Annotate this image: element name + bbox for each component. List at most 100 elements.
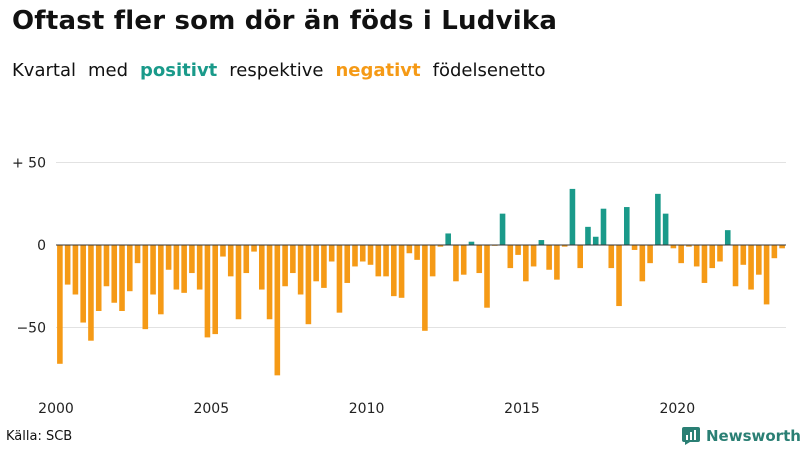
x-tick-label: 2010 xyxy=(349,401,385,417)
bar xyxy=(305,245,312,325)
bar xyxy=(779,245,785,249)
bar xyxy=(158,245,164,315)
bar xyxy=(243,245,250,274)
bar xyxy=(592,236,599,245)
bar xyxy=(724,230,731,245)
bar xyxy=(484,245,490,308)
bar xyxy=(383,245,389,277)
subtitle-word: med xyxy=(87,60,129,81)
bar xyxy=(119,245,125,311)
bar xyxy=(406,245,413,254)
bar xyxy=(468,241,475,245)
bar xyxy=(569,188,576,245)
subtitle-negative: negativt xyxy=(335,60,421,81)
bar xyxy=(476,245,483,274)
bar xyxy=(391,245,397,297)
bar xyxy=(429,245,436,277)
bar xyxy=(756,245,762,275)
bar xyxy=(251,245,257,252)
bar xyxy=(375,245,382,277)
bar xyxy=(274,245,281,376)
bar xyxy=(585,226,591,245)
bar xyxy=(165,245,172,270)
bar xyxy=(80,245,86,323)
subtitle-word: respektive xyxy=(229,60,324,81)
bar xyxy=(266,245,273,320)
bar xyxy=(111,245,118,303)
bar xyxy=(662,213,669,245)
bar xyxy=(290,245,296,274)
bar xyxy=(740,245,747,265)
bar xyxy=(72,245,79,295)
bar xyxy=(95,245,102,311)
bar xyxy=(748,245,754,290)
bar xyxy=(437,245,444,247)
bar xyxy=(297,245,304,295)
chart-subtitle: Kvartal med positivt respektive negativt föde… xyxy=(12,60,558,81)
y-tick-label: + 50 xyxy=(12,156,46,172)
bar xyxy=(515,245,521,255)
bar xyxy=(717,245,723,262)
bar xyxy=(523,245,529,282)
bar xyxy=(732,245,739,287)
bar xyxy=(693,245,700,267)
y-axis-labels: + 50 0 −50 xyxy=(12,156,46,337)
bar xyxy=(336,245,343,313)
bar xyxy=(64,245,71,285)
x-tick-label: 2005 xyxy=(193,401,229,417)
bar xyxy=(142,245,149,330)
bar xyxy=(359,245,366,262)
x-tick-label: 2020 xyxy=(659,401,695,417)
brand-logo: Newsworthy xyxy=(682,427,800,445)
bar xyxy=(678,245,684,264)
bar xyxy=(235,245,242,320)
bar xyxy=(639,245,646,282)
bar xyxy=(577,245,583,269)
bar xyxy=(344,245,351,283)
bar-chart-logo-icon xyxy=(682,427,700,445)
subtitle-word: födelsenetto xyxy=(432,60,546,81)
bar xyxy=(227,245,234,277)
bar xyxy=(173,245,180,290)
bar xyxy=(88,245,94,341)
bar xyxy=(771,245,778,259)
bar xyxy=(57,245,63,364)
bar xyxy=(398,245,405,298)
bar xyxy=(259,245,265,290)
bar xyxy=(763,245,770,305)
bar xyxy=(600,208,607,245)
bar xyxy=(414,245,420,260)
bar xyxy=(181,245,187,293)
bar xyxy=(220,245,226,257)
bar xyxy=(126,245,133,292)
bar xyxy=(328,245,335,262)
bar xyxy=(204,245,211,338)
bar xyxy=(460,245,467,275)
bar xyxy=(554,245,560,280)
bar xyxy=(647,245,653,264)
bar xyxy=(103,245,110,287)
bar xyxy=(189,245,195,274)
bar xyxy=(150,245,156,295)
bar xyxy=(608,245,615,269)
x-tick-label: 2000 xyxy=(38,401,74,417)
bar xyxy=(655,193,661,245)
bars xyxy=(57,188,785,376)
brand-name: Newsworthy xyxy=(706,427,800,445)
subtitle-word: Kvartal xyxy=(12,60,76,81)
y-tick-label: 0 xyxy=(37,238,46,254)
bar xyxy=(499,213,506,245)
bar xyxy=(453,245,459,282)
bar xyxy=(709,245,716,269)
bar xyxy=(507,245,514,269)
chart-title: Oftast fler som dör än föds i Ludvika xyxy=(12,6,558,36)
bar xyxy=(624,207,630,245)
bar xyxy=(445,233,451,245)
y-tick-label: −50 xyxy=(16,321,46,337)
bar xyxy=(282,245,288,287)
bar xyxy=(313,245,319,282)
bar xyxy=(367,245,374,265)
subtitle-positive: positivt xyxy=(140,60,218,81)
bar xyxy=(670,245,677,249)
